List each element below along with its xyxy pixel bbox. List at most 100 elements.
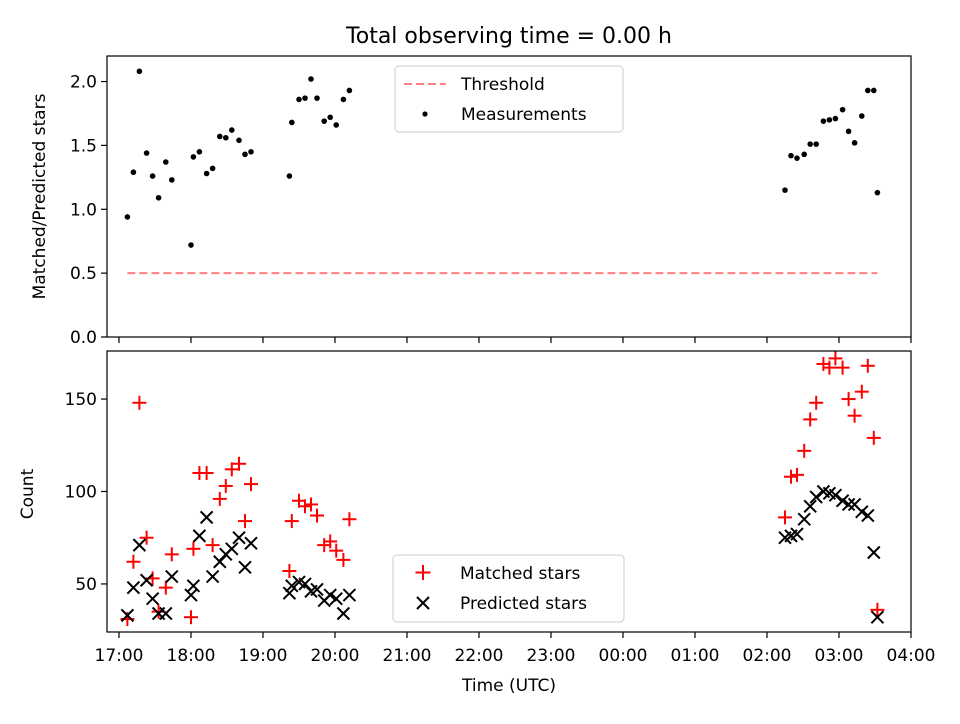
measurement-point bbox=[143, 150, 150, 156]
matched-star-point bbox=[218, 478, 233, 493]
matched-star-point bbox=[803, 412, 818, 427]
bottom-legend: Matched stars Predicted stars bbox=[392, 554, 625, 623]
measurement-point bbox=[859, 113, 865, 119]
matched-star-point bbox=[139, 530, 154, 545]
bottom-y-axis-label: Count bbox=[18, 468, 38, 519]
predicted-star-mark bbox=[847, 497, 862, 512]
predicted-star-mark bbox=[861, 508, 875, 523]
x-tick-label: 02:00 bbox=[743, 646, 792, 666]
predicted-star-mark bbox=[329, 592, 343, 606]
predicted-star-point bbox=[323, 588, 337, 602]
predicted-star-point bbox=[145, 592, 160, 606]
matched-star-point bbox=[186, 541, 201, 556]
predicted-star-mark bbox=[867, 545, 881, 560]
predicted-star-point bbox=[238, 560, 252, 575]
predicted-star-mark bbox=[870, 610, 885, 624]
predicted-star-mark bbox=[199, 510, 214, 525]
predicted-star-point bbox=[329, 592, 343, 606]
matched-star-point bbox=[329, 543, 344, 558]
matched-star-point bbox=[784, 469, 798, 484]
measurement-point bbox=[296, 96, 302, 103]
measurement-point bbox=[130, 169, 137, 176]
predicted-star-mark bbox=[298, 577, 312, 591]
predicted-star-mark bbox=[232, 531, 246, 545]
measurement-point bbox=[286, 173, 293, 179]
predicted-star-mark bbox=[809, 490, 823, 504]
matched-star-point bbox=[212, 491, 227, 506]
measurement-point bbox=[807, 141, 813, 147]
top-y-tick-label: 1.5 bbox=[70, 136, 97, 156]
predicted-star-mark bbox=[139, 573, 154, 587]
measurement-point bbox=[782, 187, 788, 193]
top-panel: 0.00.51.01.52.0 Matched/Predicted stars … bbox=[30, 55, 912, 348]
predicted-star-point bbox=[120, 608, 135, 623]
top-y-tick-label: 2.0 bbox=[70, 73, 97, 93]
predicted-star-mark bbox=[184, 588, 198, 602]
measurement-point bbox=[136, 68, 143, 75]
predicted-star-mark bbox=[244, 536, 258, 550]
bottom-panel: 50 100 150 17:00 18:00 19:00 20:00 21:00 22:00 2… bbox=[18, 350, 936, 696]
matched-star-point bbox=[244, 477, 258, 492]
predicted-star-mark bbox=[841, 497, 856, 512]
top-y-tick-label: 0.0 bbox=[70, 328, 97, 348]
predicted-star-point bbox=[126, 580, 141, 595]
predicted-star-point bbox=[285, 579, 299, 593]
predicted-star-mark bbox=[342, 588, 357, 602]
matched-star-point bbox=[126, 554, 141, 569]
measurement-point bbox=[302, 95, 308, 101]
measurement-point bbox=[839, 106, 846, 113]
bottom-y-tick-label: 50 bbox=[75, 575, 97, 595]
measurement-point bbox=[851, 140, 858, 146]
matched-star-point bbox=[342, 512, 357, 527]
measurement-point bbox=[314, 95, 320, 101]
matched-star-point bbox=[797, 443, 812, 458]
predicted-star-point bbox=[867, 545, 881, 560]
measurement-point bbox=[190, 154, 197, 160]
matched-star-point bbox=[232, 456, 246, 471]
measurement-point bbox=[196, 148, 203, 155]
legend-x-marker bbox=[416, 596, 430, 610]
bottom-y-tick-label: 100 bbox=[65, 483, 97, 503]
legend-label-threshold: Threshold bbox=[460, 75, 545, 95]
predicted-star-mark bbox=[323, 588, 337, 602]
predicted-star-point bbox=[199, 510, 214, 525]
matched-star-point bbox=[282, 563, 297, 578]
legend-label-measurements: Measurements bbox=[461, 105, 587, 125]
top-y-axis: 0.0 0.5 1.0 1.5 2.0 bbox=[70, 73, 107, 348]
predicted-star-point bbox=[232, 531, 246, 545]
matched-star-point bbox=[304, 497, 318, 512]
predicted-star-mark bbox=[797, 512, 811, 526]
predicted-star-mark bbox=[790, 527, 804, 541]
measurement-point bbox=[321, 118, 328, 124]
predicted-star-mark bbox=[126, 580, 141, 595]
x-tick-label: 03:00 bbox=[815, 646, 864, 666]
measurement-point bbox=[223, 134, 229, 141]
predicted-star-point bbox=[835, 494, 850, 508]
predicted-star-point bbox=[797, 512, 811, 526]
predicted-star-point bbox=[165, 569, 179, 584]
x-tick-label: 00:00 bbox=[599, 646, 648, 666]
measurement-point bbox=[217, 133, 223, 140]
predicted-star-mark bbox=[803, 499, 817, 513]
matched-star-point bbox=[284, 514, 299, 529]
predicted-star-point bbox=[342, 588, 357, 602]
measurement-point bbox=[209, 165, 216, 172]
bottom-y-axis: 50 100 150 bbox=[65, 390, 107, 595]
measurement-point bbox=[242, 151, 248, 158]
matched-star-point bbox=[860, 358, 875, 373]
x-axis-label: Time (UTC) bbox=[461, 676, 556, 696]
matched-star-point bbox=[132, 395, 147, 410]
predicted-star-point bbox=[855, 505, 869, 519]
measurement-point bbox=[308, 76, 314, 82]
measurement-point bbox=[203, 170, 210, 177]
matched-star-point bbox=[854, 384, 869, 399]
top-y-tick-label: 0.5 bbox=[70, 264, 97, 284]
predicted-star-point bbox=[282, 586, 297, 600]
matched-star-point bbox=[870, 602, 885, 617]
predicted-star-mark bbox=[186, 579, 201, 593]
top-x-axis bbox=[118, 337, 912, 343]
predicted-star-point bbox=[310, 582, 324, 597]
predicted-star-point bbox=[870, 610, 885, 624]
